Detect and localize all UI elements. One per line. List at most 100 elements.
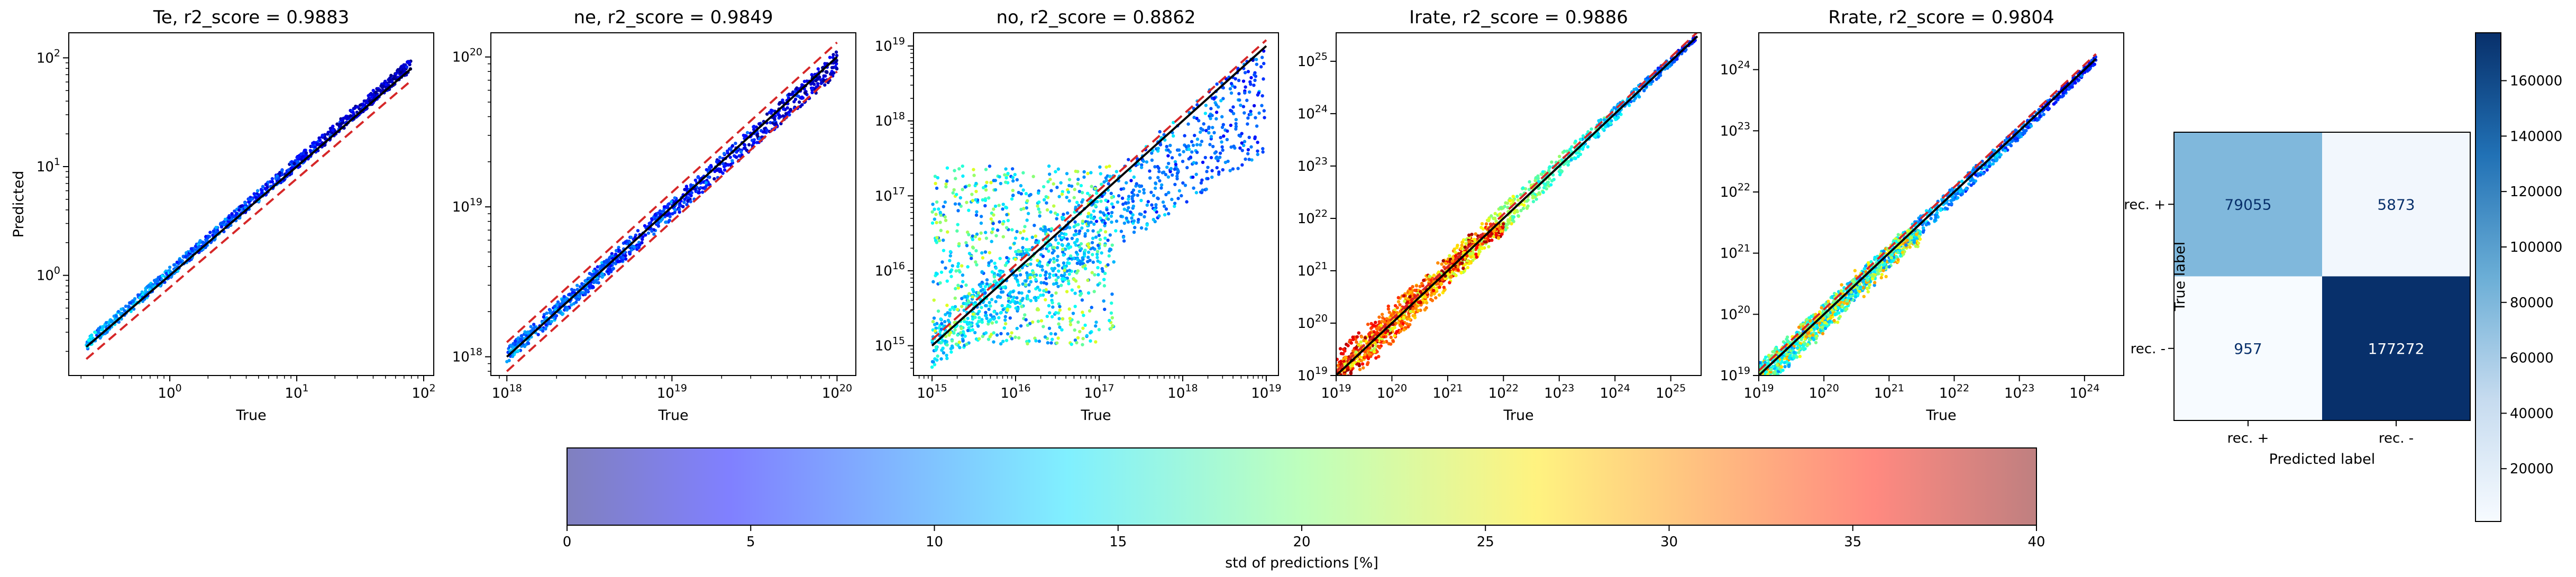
y-tick-label: 1017 (875, 185, 905, 204)
scatter-point (1095, 250, 1100, 253)
scatter-point (221, 221, 225, 225)
scatter-point (944, 334, 948, 338)
scatter-point (1061, 248, 1065, 251)
scatter-point (1234, 117, 1238, 122)
scatter-point (1095, 255, 1099, 260)
scatter-point (1109, 214, 1113, 218)
scatter-point (1097, 273, 1100, 277)
scatter-point (1250, 158, 1254, 162)
scatter-point (1056, 254, 1059, 258)
scatter-point (1008, 246, 1012, 250)
scatter-point (986, 337, 991, 341)
scatter-point (1515, 210, 1519, 214)
scatter-point (659, 209, 662, 213)
scatter-point (1181, 159, 1185, 163)
scatter-point (1387, 318, 1391, 322)
scatter-point (1612, 106, 1616, 109)
scatter-point (944, 185, 948, 189)
scatter-point (1010, 197, 1014, 201)
scatter-point (1217, 105, 1220, 109)
scatter-point (1221, 97, 1225, 100)
scatter-point (1412, 310, 1415, 314)
scatter-point (1231, 167, 1235, 171)
scatter-point (689, 183, 693, 187)
scatter-point (1357, 331, 1360, 335)
scatter-point (1249, 83, 1253, 86)
scatter-point (198, 239, 202, 243)
scatter-point (358, 103, 362, 107)
scatter-point (1105, 208, 1109, 212)
scatter-point (1067, 269, 1072, 272)
scatter-point (1432, 273, 1436, 277)
scatter-point (1074, 169, 1077, 173)
scatter-point (1132, 219, 1136, 223)
scatter-point (270, 177, 274, 181)
scatter-point (1003, 315, 1007, 318)
scatter-point (984, 188, 988, 192)
scatter-point (1490, 214, 1493, 218)
scatter-point (1048, 242, 1052, 246)
reference-line-offset (931, 39, 1267, 341)
scatter-point (1123, 201, 1128, 205)
scatter-point (1018, 268, 1021, 272)
scatter-point (961, 280, 965, 283)
scatter-point (1089, 220, 1093, 224)
scatter-point (792, 100, 796, 104)
scatter-point (1036, 241, 1040, 245)
scatter-point (1218, 155, 1222, 159)
scatter-point (1105, 214, 1109, 217)
scatter-point (1389, 335, 1393, 340)
scatter-point (638, 243, 642, 247)
scatter-point (975, 263, 979, 267)
scatter-point (697, 191, 700, 195)
scatter-point (1152, 194, 1156, 197)
scatter-point (1137, 217, 1140, 222)
scatter-point (965, 244, 969, 248)
scatter-point (1011, 176, 1015, 179)
scatter-point (1012, 296, 1016, 299)
scatter-point (1094, 219, 1099, 223)
scatter-point (136, 293, 140, 297)
scatter-point (954, 177, 957, 180)
scatter-point (1109, 311, 1113, 315)
scatter-point (1355, 340, 1358, 344)
scatter-point (1218, 151, 1222, 155)
scatter-point (1083, 323, 1087, 327)
scatter-point (1226, 159, 1230, 163)
scatter-point (565, 307, 570, 310)
scatter-point (730, 144, 734, 148)
scatter-point (816, 67, 820, 71)
scatter-point (1100, 194, 1104, 198)
scatter-point (114, 314, 118, 318)
scatter-point (1379, 323, 1383, 327)
scatter-point (1108, 318, 1111, 323)
scatter-point (1339, 373, 1343, 375)
scatter-point (1409, 309, 1412, 314)
scatter-point (1057, 317, 1061, 320)
scatter-point (1006, 171, 1010, 176)
scatter-point (1036, 259, 1039, 262)
scatter-point (1059, 283, 1063, 287)
scatter-point (734, 141, 737, 145)
scatter-point (752, 125, 755, 129)
scatter-point (1038, 288, 1042, 292)
scatter-point (1063, 269, 1066, 272)
scatter-point (1042, 185, 1046, 189)
scatter-point (953, 305, 957, 309)
scatter-point (1558, 173, 1562, 177)
scatter-point (1017, 190, 1020, 195)
scatter-point (974, 249, 978, 253)
scatter-point (1056, 276, 1060, 279)
scatter-point (524, 331, 527, 335)
x-axis-label: True (657, 407, 688, 424)
scatter-point (593, 279, 598, 282)
scatter-point (1017, 283, 1021, 287)
scatter-point (1114, 229, 1118, 233)
scatter-point (1593, 134, 1597, 138)
scatter-point (1054, 311, 1058, 315)
scatter-point (978, 237, 981, 241)
scatter-point (1219, 135, 1222, 140)
scatter-point (683, 188, 687, 191)
scatter-point (1021, 297, 1025, 300)
scatter-point (1026, 263, 1030, 267)
